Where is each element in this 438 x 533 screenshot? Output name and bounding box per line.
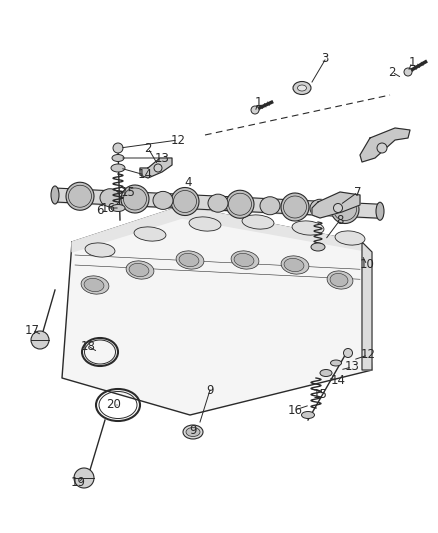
Ellipse shape xyxy=(153,191,173,209)
Text: 2: 2 xyxy=(144,141,152,155)
Ellipse shape xyxy=(226,190,254,218)
Ellipse shape xyxy=(297,85,307,91)
Text: 15: 15 xyxy=(313,387,328,400)
Text: 2: 2 xyxy=(388,66,396,78)
Ellipse shape xyxy=(111,164,125,172)
Ellipse shape xyxy=(179,253,199,266)
Ellipse shape xyxy=(231,251,259,269)
Ellipse shape xyxy=(176,251,204,269)
Ellipse shape xyxy=(335,231,365,245)
Text: 4: 4 xyxy=(184,176,192,190)
Ellipse shape xyxy=(66,182,94,210)
Text: 12: 12 xyxy=(170,133,186,147)
Ellipse shape xyxy=(376,202,384,220)
Text: 16: 16 xyxy=(287,403,303,416)
Text: 14: 14 xyxy=(331,374,346,386)
Circle shape xyxy=(251,106,259,114)
Text: 15: 15 xyxy=(120,185,135,198)
Text: 1: 1 xyxy=(254,96,262,109)
Ellipse shape xyxy=(189,217,221,231)
Ellipse shape xyxy=(84,278,104,292)
Ellipse shape xyxy=(208,194,228,212)
Text: 20: 20 xyxy=(106,399,121,411)
Ellipse shape xyxy=(331,360,342,366)
Ellipse shape xyxy=(284,259,304,272)
Text: 7: 7 xyxy=(354,185,362,198)
Ellipse shape xyxy=(330,273,348,287)
Ellipse shape xyxy=(81,276,109,294)
Ellipse shape xyxy=(129,263,149,277)
Text: 18: 18 xyxy=(81,340,95,352)
Ellipse shape xyxy=(320,369,332,376)
Ellipse shape xyxy=(51,186,59,204)
Polygon shape xyxy=(62,206,372,415)
Text: 10: 10 xyxy=(360,259,374,271)
Text: 14: 14 xyxy=(138,168,152,182)
Text: 16: 16 xyxy=(100,201,116,214)
Polygon shape xyxy=(362,242,372,370)
Ellipse shape xyxy=(111,205,125,212)
Ellipse shape xyxy=(85,243,115,257)
Ellipse shape xyxy=(281,256,309,274)
Ellipse shape xyxy=(186,427,200,437)
Text: 9: 9 xyxy=(206,384,214,397)
Ellipse shape xyxy=(183,425,203,439)
Text: 13: 13 xyxy=(155,151,170,165)
Polygon shape xyxy=(72,206,372,252)
Ellipse shape xyxy=(121,185,149,213)
Ellipse shape xyxy=(331,196,359,223)
Ellipse shape xyxy=(311,243,325,251)
Circle shape xyxy=(74,468,94,488)
Circle shape xyxy=(377,143,387,153)
Text: 9: 9 xyxy=(189,424,197,437)
Ellipse shape xyxy=(301,411,314,418)
Ellipse shape xyxy=(281,193,309,221)
Text: 12: 12 xyxy=(360,349,375,361)
Text: 19: 19 xyxy=(71,475,85,489)
Circle shape xyxy=(333,204,343,213)
Ellipse shape xyxy=(242,215,274,229)
Circle shape xyxy=(31,331,49,349)
Text: 6: 6 xyxy=(96,204,104,216)
Ellipse shape xyxy=(126,261,154,279)
Text: 17: 17 xyxy=(25,324,39,336)
Polygon shape xyxy=(140,158,172,178)
Polygon shape xyxy=(312,192,360,218)
Ellipse shape xyxy=(134,227,166,241)
Text: 3: 3 xyxy=(321,52,328,64)
Text: 8: 8 xyxy=(336,214,344,227)
Ellipse shape xyxy=(234,253,254,266)
Circle shape xyxy=(113,143,123,153)
Ellipse shape xyxy=(327,271,353,289)
Ellipse shape xyxy=(260,197,280,215)
Ellipse shape xyxy=(171,188,199,215)
Polygon shape xyxy=(360,128,410,162)
Circle shape xyxy=(343,349,353,358)
Text: 1: 1 xyxy=(408,55,416,69)
Circle shape xyxy=(154,164,162,172)
Text: 13: 13 xyxy=(345,360,360,374)
Ellipse shape xyxy=(100,189,120,207)
Ellipse shape xyxy=(310,199,330,217)
Ellipse shape xyxy=(112,155,124,161)
Ellipse shape xyxy=(292,221,324,235)
Ellipse shape xyxy=(293,82,311,94)
Circle shape xyxy=(404,68,412,76)
